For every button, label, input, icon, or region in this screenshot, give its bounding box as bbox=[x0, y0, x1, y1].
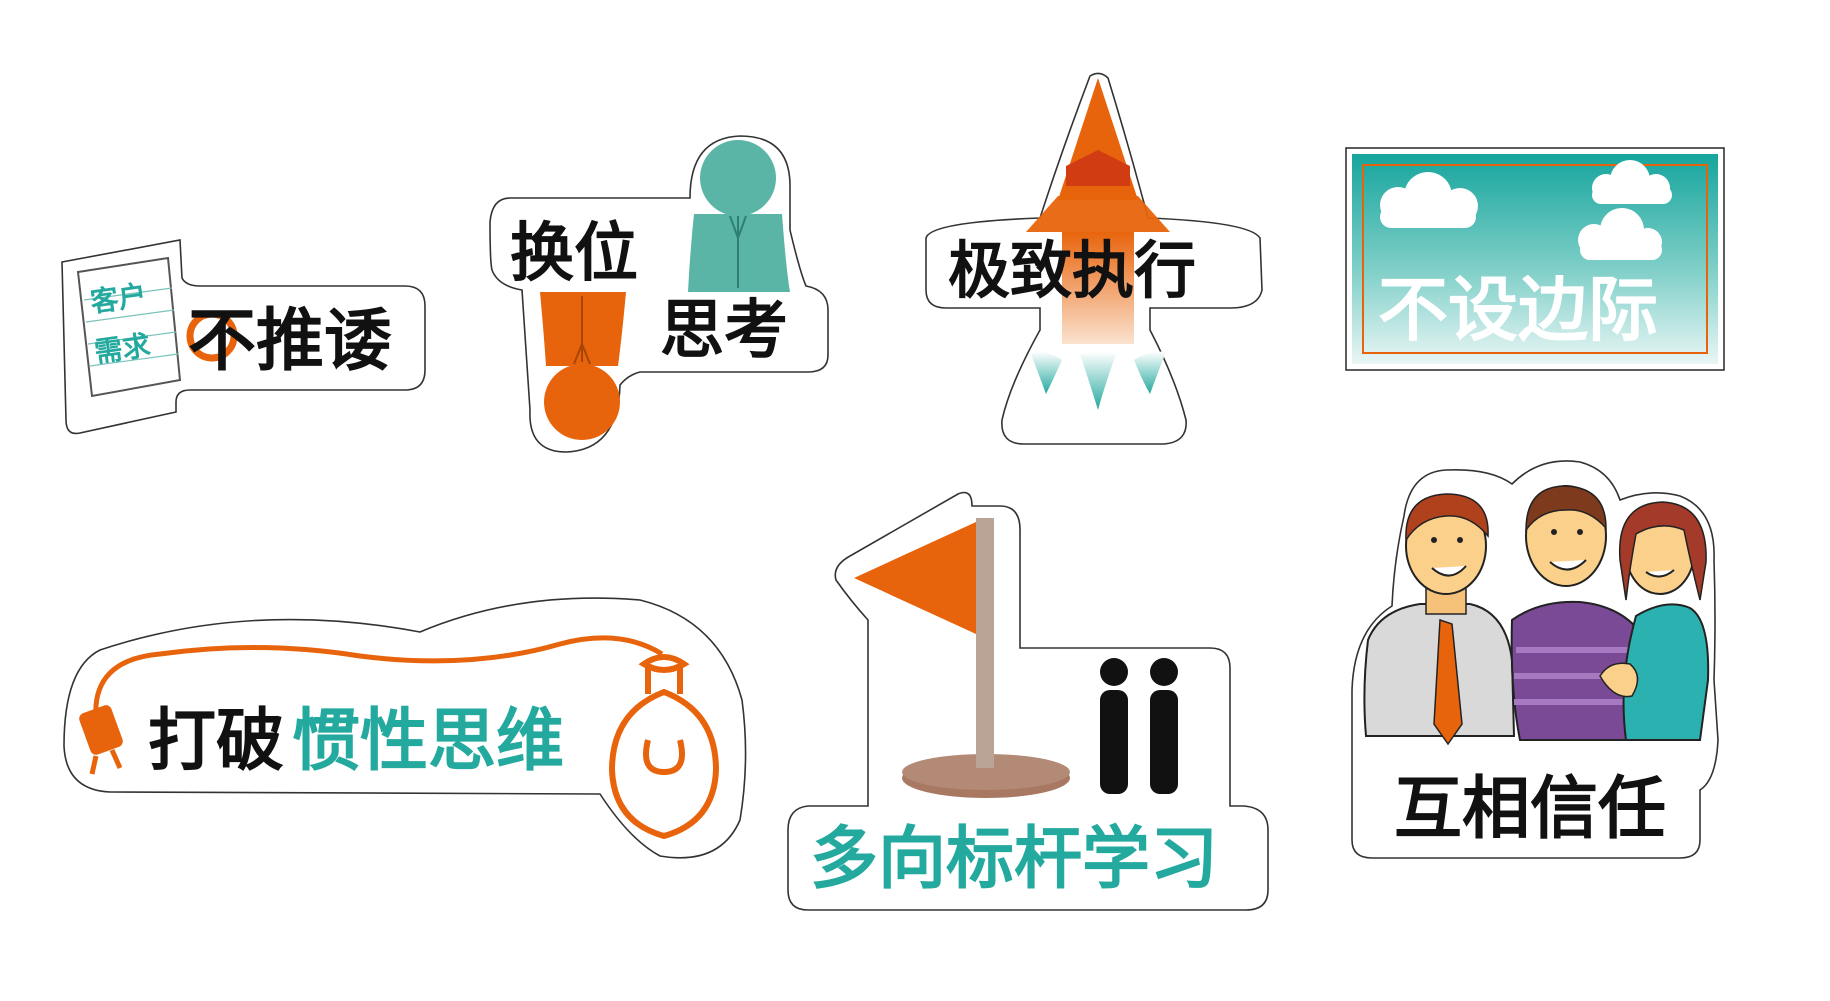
cloud-icon bbox=[1380, 172, 1478, 228]
sticker-no-limits: 不设边际 bbox=[1345, 147, 1725, 371]
no-sign-icon bbox=[186, 310, 238, 362]
cloud-icon bbox=[1578, 208, 1662, 260]
sticker-title: 极致执行 bbox=[948, 234, 1196, 307]
person-upright-icon bbox=[688, 140, 790, 292]
sticker-trust: 互相信任 bbox=[1351, 460, 1719, 859]
sticker-no-shirk: 客户 需求 不推诿 bbox=[61, 239, 426, 435]
people-icon bbox=[1100, 658, 1178, 794]
sticker-word-1: 换位 bbox=[510, 217, 638, 291]
sticker-benchmark: 多向标杆学习 bbox=[787, 491, 1269, 911]
sticker-empathy: 换位 思考 bbox=[489, 135, 829, 453]
sticker-outline bbox=[63, 597, 747, 859]
plug-icon bbox=[79, 705, 123, 775]
rocket-icon bbox=[1026, 78, 1170, 410]
sticker-title: 不推诿 bbox=[188, 302, 392, 381]
sticker-word-2: 思考 bbox=[660, 294, 788, 368]
sticker-execution: 极致执行 bbox=[925, 72, 1263, 445]
cloud-icon bbox=[1592, 160, 1672, 204]
flag-icon bbox=[854, 518, 1070, 798]
people-group-icon bbox=[1363, 485, 1710, 746]
sticker-title-part-1: 打破 bbox=[148, 702, 284, 781]
inner-frame bbox=[1362, 164, 1708, 354]
person-inverted-icon bbox=[540, 292, 626, 440]
note-text-line2: 需求 bbox=[92, 328, 152, 368]
note-text-line1: 客户 bbox=[88, 278, 148, 318]
sticker-title: 互相信任 bbox=[1394, 770, 1666, 849]
lightbulb-icon bbox=[608, 654, 720, 840]
sticker-break-inertia: 打破 惯性思维 bbox=[63, 597, 747, 859]
sticker-title-part-2: 惯性思维 bbox=[292, 702, 564, 781]
requirement-note: 客户 需求 bbox=[76, 256, 182, 398]
sticker-title: 不设边际 bbox=[1378, 269, 1658, 351]
sticker-title: 多向标杆学习 bbox=[810, 820, 1218, 899]
cable-line bbox=[93, 635, 664, 719]
